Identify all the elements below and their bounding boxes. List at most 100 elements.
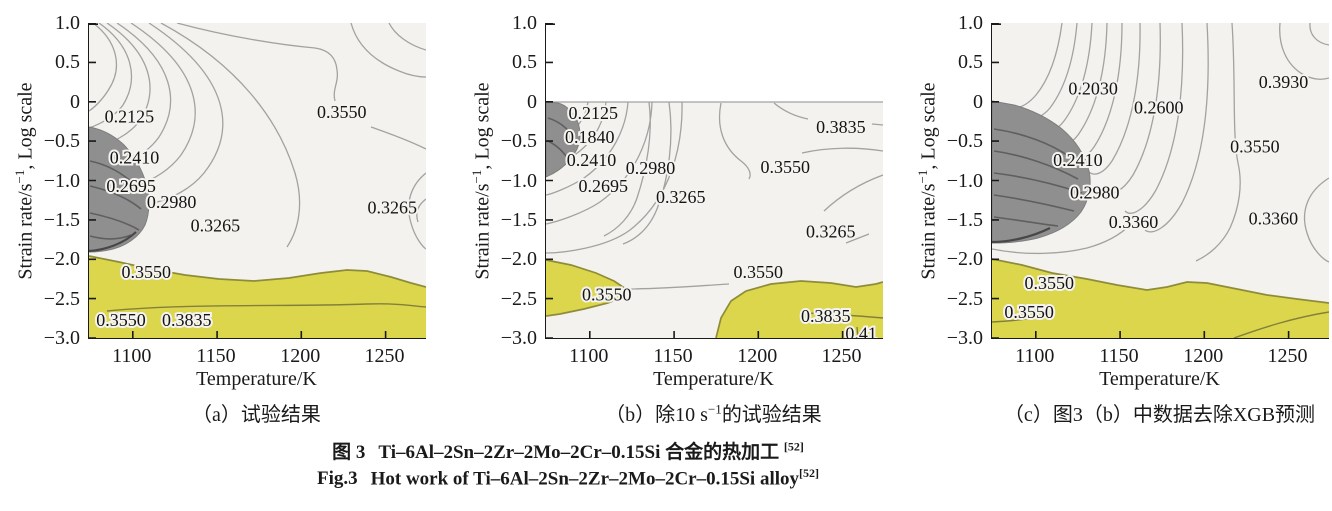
contour-line bbox=[408, 172, 426, 250]
instability-region bbox=[993, 150, 1079, 180]
panel-c: Strain rate/s−1, Log scale 1.0 0.5 0 −0.5 −1.… bbox=[888, 0, 1332, 432]
y-tick-label: −2.0 bbox=[500, 248, 537, 271]
contour-label: 0.2695 bbox=[579, 176, 629, 196]
contour-line bbox=[546, 101, 653, 225]
panel-caption-segment: （c）图3（b）中数据去除XGB预测 bbox=[1003, 404, 1316, 426]
y-tick-label: 0 bbox=[70, 90, 80, 113]
x-axis-label: Temperature/K bbox=[1099, 368, 1220, 390]
x-tick-label: 1200 bbox=[280, 345, 321, 367]
contour-line bbox=[148, 23, 224, 204]
panel-caption-b: （b）除10 s−1的试验结果 bbox=[504, 398, 924, 427]
contour-line bbox=[350, 23, 426, 78]
optimal-region bbox=[106, 303, 426, 312]
panel-caption-segment: 的试验结果 bbox=[721, 404, 822, 426]
y-tick-label: −1.0 bbox=[43, 169, 80, 192]
panel-b: Strain rate/s−1, Log scale 1.0 0.5 0 −0.5 −1.… bbox=[444, 0, 888, 432]
contour-line bbox=[98, 23, 151, 148]
y-tick-label: −1.5 bbox=[43, 208, 80, 231]
y-tick-label: −3.0 bbox=[500, 327, 537, 349]
contour-line bbox=[845, 233, 870, 244]
optimal-region bbox=[89, 255, 426, 288]
contour-label: 0.3360 bbox=[1109, 212, 1159, 232]
contour-line bbox=[546, 101, 629, 196]
contour-label: 0.3550 bbox=[1230, 137, 1280, 157]
contour-label: 0.3930 bbox=[1259, 72, 1309, 92]
instability-region bbox=[993, 128, 1071, 158]
contour-label: 0.3550 bbox=[1004, 302, 1054, 322]
optimal-region bbox=[1233, 311, 1329, 338]
instability-region bbox=[547, 140, 569, 160]
y-tick-label: −2.5 bbox=[500, 287, 537, 310]
contour-line bbox=[718, 102, 751, 180]
figure-reference-en: [52] bbox=[799, 466, 820, 480]
instability-region bbox=[993, 172, 1083, 194]
optimal-region bbox=[715, 280, 883, 338]
y-tick-label: −2.0 bbox=[946, 248, 983, 271]
panel-caption-c: （c）图3（b）中数据去除XGB预测 bbox=[950, 398, 1332, 427]
y-tick-label: 1.0 bbox=[958, 12, 983, 34]
contour-plot-c: 0.2030 0.2600 0.3930 0.2410 0.3550 0.2980 0.33… bbox=[991, 23, 1329, 339]
x-tick-label: 1250 bbox=[1267, 345, 1308, 367]
figure-reference-zh: [52] bbox=[783, 439, 804, 454]
instability-region bbox=[993, 194, 1075, 212]
figure-number-en: Fig.3 bbox=[316, 468, 358, 490]
panel-caption-a: （a）试验结果 bbox=[47, 398, 467, 427]
x-tick-label: 1200 bbox=[737, 345, 778, 367]
contour-label: 0.2600 bbox=[1134, 97, 1184, 117]
contour-label: 0.3835 bbox=[801, 306, 851, 326]
contour-label: 0.2980 bbox=[1070, 182, 1120, 202]
x-tick-label: 1250 bbox=[821, 345, 862, 367]
contour-line bbox=[1195, 23, 1241, 262]
instability-region bbox=[992, 100, 1091, 244]
contour-line bbox=[622, 101, 672, 245]
optimal-region bbox=[992, 258, 1329, 304]
y-tick-label: 0.5 bbox=[55, 51, 80, 74]
contour-line bbox=[801, 147, 883, 154]
figure-caption-zh: 图 3 Ti–6Al–2Sn–2Zr–2Mo–2Cr–0.15Si 合金的热加工 … bbox=[0, 437, 1136, 464]
panel-caption-segment: （b）除10 s bbox=[605, 404, 708, 426]
y-tick-label: −0.5 bbox=[43, 130, 80, 153]
contour-label: 0.3835 bbox=[816, 117, 866, 137]
contour-line bbox=[130, 23, 196, 188]
contour-line bbox=[1279, 23, 1329, 80]
optimal-region bbox=[992, 314, 1051, 323]
optimal-region bbox=[803, 312, 883, 319]
x-tick-label: 1100 bbox=[1015, 345, 1055, 367]
figure-title-zh: Ti–6Al–2Sn–2Zr–2Mo–2Cr–0.15Si 合金的热加工 bbox=[378, 442, 780, 463]
y-tick-label: −1.5 bbox=[946, 208, 983, 231]
contour-line bbox=[388, 23, 426, 51]
contour-label: 0.3360 bbox=[1249, 208, 1299, 228]
contour-line bbox=[625, 283, 730, 290]
contour-label: 0.3265 bbox=[656, 187, 706, 207]
x-tick-label: 1250 bbox=[364, 345, 405, 367]
contour-line bbox=[871, 123, 883, 126]
contour-line bbox=[416, 198, 426, 223]
panel-caption-segment: （a）试验结果 bbox=[192, 404, 321, 426]
contour-label: 0.3835 bbox=[162, 310, 212, 330]
x-tick-label: 1150 bbox=[196, 345, 236, 367]
contour-label: 0.2125 bbox=[568, 103, 618, 123]
contour-label: 0.3550 bbox=[96, 310, 146, 330]
contour-line bbox=[89, 23, 117, 112]
contour-label: 0.3550 bbox=[122, 262, 171, 282]
contour-line bbox=[1105, 23, 1161, 194]
contour-label: 0.3265 bbox=[368, 197, 418, 217]
instability-region bbox=[89, 185, 142, 210]
y-tick-label: −2.5 bbox=[946, 287, 983, 310]
y-tick-label: 0 bbox=[527, 90, 537, 113]
contour-line bbox=[160, 23, 301, 248]
x-tick-label: 1100 bbox=[569, 345, 609, 367]
contour-line bbox=[773, 102, 809, 120]
instability-region bbox=[89, 231, 137, 253]
y-tick-label: −2.0 bbox=[43, 248, 80, 271]
panel-a: Strain rate/s−1, Log scale 1.0 0.5 0 −0.5 −1.… bbox=[0, 0, 444, 432]
y-axis-label-part: −1 bbox=[469, 169, 484, 184]
y-axis-label-part: −1 bbox=[12, 169, 27, 184]
axis-ticks bbox=[992, 23, 1290, 338]
contour-label: 0.2410 bbox=[1053, 150, 1103, 170]
contour-line bbox=[1144, 23, 1209, 233]
optimal-region bbox=[546, 259, 628, 317]
instability-region bbox=[89, 160, 138, 188]
